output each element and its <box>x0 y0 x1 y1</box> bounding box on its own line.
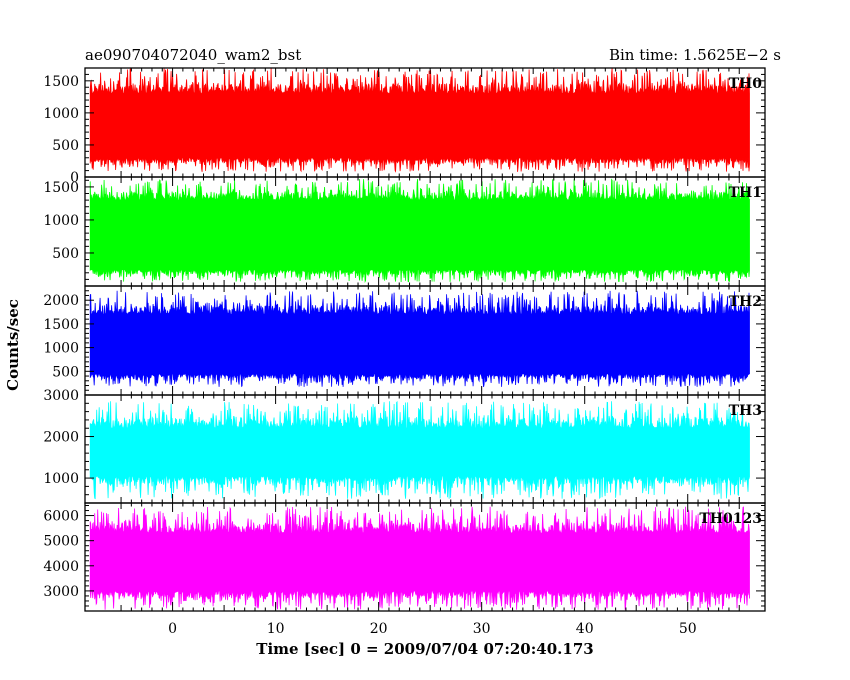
panel-frame <box>84 502 766 612</box>
panel-th0: 0 500 1000 1500 TH0 <box>43 67 766 186</box>
x-tick-label: 30 <box>473 621 491 637</box>
chart-title-left: ae090704072040_wam2_bst <box>85 46 301 64</box>
x-tick-label: 40 <box>576 621 594 637</box>
x-tick-label: 10 <box>267 621 285 637</box>
x-tick-label: 50 <box>679 621 697 637</box>
series-label-th0: TH0 <box>729 76 763 92</box>
y-tick-label: 1500 <box>43 74 79 90</box>
y-tick-label: 2000 <box>43 430 79 446</box>
y-tick-label: 500 <box>52 246 79 262</box>
series-label-th2: TH2 <box>729 294 762 310</box>
y-tick-label: 6000 <box>43 509 79 525</box>
y-tick-label: 0 <box>70 170 79 186</box>
y-tick-label: 500 <box>52 138 79 154</box>
x-tick-label: 20 <box>370 621 388 637</box>
panel-th3: 1000 2000 3000 TH3 <box>43 388 766 504</box>
series-label-th3: TH3 <box>729 403 762 419</box>
x-axis-label: Time [sec] 0 = 2009/07/04 07:20:40.173 <box>256 640 593 658</box>
series-band-th2 <box>89 290 750 388</box>
y-tick-label: 1000 <box>43 341 79 357</box>
y-tick-label: 5000 <box>43 534 79 550</box>
panel-th1: 500 1000 1500 TH1 <box>43 176 766 287</box>
y-tick-label: 3000 <box>43 388 79 404</box>
panel-th2: 500 1000 1500 2000 TH2 <box>43 285 766 396</box>
series-label-th0123: TH0123 <box>699 511 762 527</box>
y-axis-label: Counts/sec <box>4 299 22 391</box>
y-tick-label: 4000 <box>43 559 79 575</box>
y-tick-label: 500 <box>52 364 79 380</box>
y-tick-label: 1000 <box>43 106 79 122</box>
chart-title-right: Bin time: 1.5625E−2 s <box>609 46 781 64</box>
y-tick-label: 1000 <box>43 213 79 229</box>
series-band-th1 <box>89 178 750 284</box>
series-label-th1: TH1 <box>729 185 762 201</box>
series-band-th3 <box>89 400 750 500</box>
y-tick-label: 3000 <box>43 584 79 600</box>
y-tick-label: 1500 <box>43 180 79 196</box>
y-tick-label: 2000 <box>43 293 79 309</box>
series-band-th0 <box>89 67 750 173</box>
panel-th0123: 3000 4000 5000 6000 TH0123 <box>43 502 766 612</box>
y-tick-label: 1000 <box>43 471 79 487</box>
y-tick-label: 1500 <box>43 317 79 333</box>
x-tick-label: 0 <box>168 621 177 637</box>
series-band-th0123 <box>89 506 750 610</box>
